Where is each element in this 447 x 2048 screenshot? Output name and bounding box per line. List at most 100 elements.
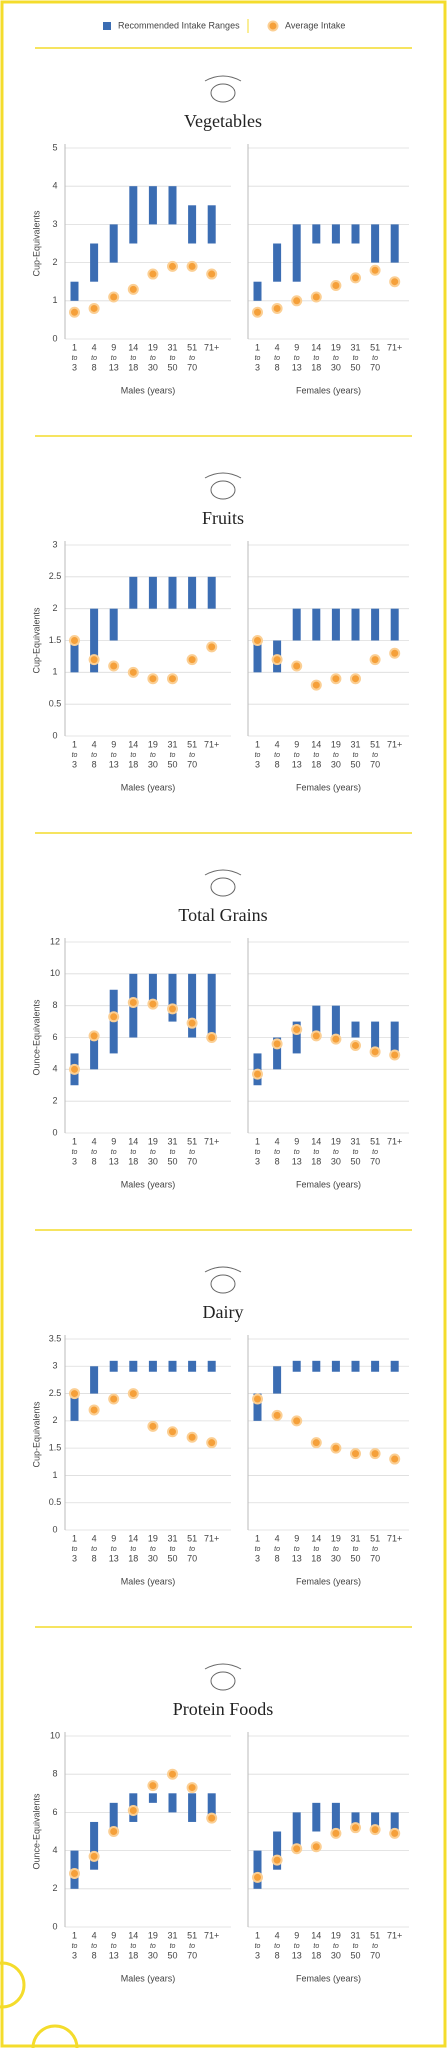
x-tick-label: to xyxy=(255,1943,261,1950)
average-dot xyxy=(389,276,401,288)
x-tick-label: to xyxy=(170,1943,176,1950)
range-bar xyxy=(351,1812,360,1832)
x-tick-label: 1 xyxy=(255,342,260,352)
range-bar xyxy=(371,1812,380,1832)
y-tick-label: 6 xyxy=(52,1807,57,1817)
range-bar xyxy=(207,576,216,609)
average-dot xyxy=(389,647,401,659)
x-tick-label: 51 xyxy=(370,1533,380,1543)
x-tick-label: 19 xyxy=(331,739,341,749)
y-tick-label: 6 xyxy=(52,1032,57,1042)
x-tick-label: to xyxy=(111,1546,117,1553)
x-tick-label: 13 xyxy=(109,759,119,769)
x-tick-label: 50 xyxy=(167,1156,177,1166)
x-tick-label: 70 xyxy=(370,362,380,372)
x-tick-label: 70 xyxy=(370,1553,380,1563)
y-tick-label: 5 xyxy=(52,142,57,152)
average-dot xyxy=(252,635,263,646)
range-bar xyxy=(148,576,157,609)
x-axis-label: Females (years) xyxy=(296,1973,361,1983)
average-dot xyxy=(127,1388,139,1400)
average-dot xyxy=(310,1030,322,1042)
x-tick-label: 14 xyxy=(311,342,321,352)
range-bar xyxy=(312,224,321,244)
y-tick-label: 2 xyxy=(52,1415,57,1425)
average-dot xyxy=(127,666,139,678)
average-dot xyxy=(389,1453,401,1465)
average-dot xyxy=(186,654,198,666)
y-tick-label: 2 xyxy=(52,1096,57,1106)
x-tick-label: 71+ xyxy=(204,1136,219,1146)
y-tick-label: 0 xyxy=(52,1921,57,1931)
x-tick-label: to xyxy=(91,1149,97,1156)
x-tick-label: to xyxy=(313,1546,319,1553)
x-tick-label: 19 xyxy=(331,1930,341,1940)
y-tick-label: 1 xyxy=(52,295,57,305)
average-dot xyxy=(350,272,361,284)
x-tick-label: to xyxy=(333,1943,339,1950)
x-tick-label: to xyxy=(130,355,136,362)
icon xyxy=(210,83,236,103)
x-tick-label: 19 xyxy=(148,1136,158,1146)
x-tick-label: 51 xyxy=(187,342,197,352)
x-tick-label: 70 xyxy=(370,759,380,769)
range-bar xyxy=(390,1021,399,1054)
x-tick-label: 4 xyxy=(275,1533,280,1543)
range-bar xyxy=(90,1037,99,1070)
range-bar xyxy=(188,1360,197,1372)
average-dot xyxy=(271,1038,283,1050)
x-tick-label: 4 xyxy=(275,739,280,749)
y-tick-label: 3 xyxy=(52,1361,57,1371)
average-dot xyxy=(108,660,120,672)
y-tick-label: 10 xyxy=(50,1730,60,1740)
x-tick-label: 30 xyxy=(331,1950,341,1960)
x-tick-label: to xyxy=(274,1546,280,1553)
x-tick-label: to xyxy=(130,1546,136,1553)
x-tick-label: 71+ xyxy=(387,1136,402,1146)
range-bar xyxy=(331,1360,340,1372)
x-tick-label: 18 xyxy=(311,1553,321,1563)
y-tick-label: 2 xyxy=(52,1883,57,1893)
x-tick-label: 51 xyxy=(187,1930,197,1940)
decor-circle xyxy=(0,1961,26,2009)
average-dot xyxy=(271,302,283,314)
x-axis-label: Males (years) xyxy=(121,1576,176,1586)
y-axis-label: Ounce-Equivalents xyxy=(31,1793,41,1870)
x-tick-label: 9 xyxy=(294,1136,299,1146)
x-tick-label: 70 xyxy=(370,1156,380,1166)
range-bar xyxy=(207,205,216,244)
range-bar xyxy=(351,608,360,641)
y-axis-label: Cup-Equivalents xyxy=(31,607,41,674)
x-tick-label: 50 xyxy=(350,1156,360,1166)
x-tick-label: 31 xyxy=(350,739,360,749)
average-dot xyxy=(310,1437,322,1449)
x-tick-label: 30 xyxy=(331,759,341,769)
x-tick-label: 13 xyxy=(109,362,119,372)
x-tick-label: to xyxy=(150,1943,156,1950)
range-bar xyxy=(188,576,197,609)
x-tick-label: 30 xyxy=(148,1553,158,1563)
x-tick-label: 70 xyxy=(370,1950,380,1960)
x-tick-label: to xyxy=(91,355,97,362)
y-tick-label: 0.5 xyxy=(49,699,62,709)
average-dot xyxy=(291,1843,303,1855)
x-tick-label: 14 xyxy=(311,1930,321,1940)
y-tick-label: 2 xyxy=(52,257,57,267)
average-dot xyxy=(108,1826,120,1837)
range-bar xyxy=(390,224,399,263)
range-bar xyxy=(331,224,340,244)
y-tick-label: 12 xyxy=(50,936,60,946)
range-bar xyxy=(109,224,118,263)
x-tick-label: to xyxy=(255,1149,261,1156)
x-tick-label: to xyxy=(170,752,176,759)
x-tick-label: 3 xyxy=(255,362,260,372)
chart-title: Protein Foods xyxy=(173,1699,274,1719)
range-bar xyxy=(273,243,282,282)
range-bar xyxy=(312,1360,321,1372)
x-tick-label: 31 xyxy=(167,342,177,352)
x-tick-label: 50 xyxy=(350,362,360,372)
chart-title: Fruits xyxy=(202,508,244,528)
x-axis-label: Females (years) xyxy=(296,1179,361,1189)
range-bar xyxy=(312,1802,321,1832)
average-dot xyxy=(271,1854,283,1866)
